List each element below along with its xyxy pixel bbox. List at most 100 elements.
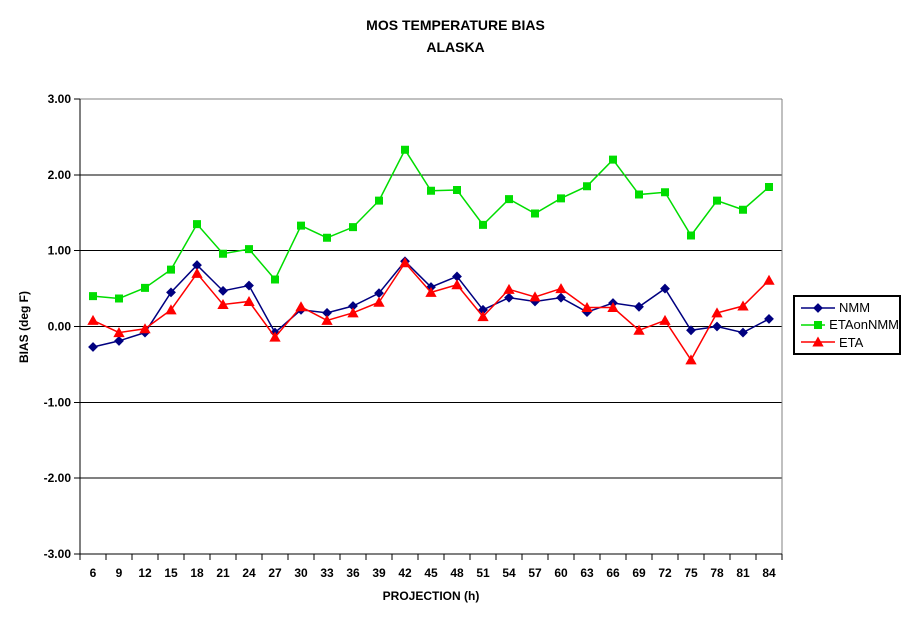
- legend-item-ETA: ETA: [801, 335, 899, 350]
- series-marker-ETA: [243, 295, 255, 306]
- series-marker-ETAonNMM: [765, 182, 773, 191]
- x-tick-label: 21: [216, 566, 230, 580]
- x-tick-label: 60: [554, 566, 568, 580]
- series-marker-NMM: [634, 301, 644, 312]
- y-axis-title: BIAS (deg F): [17, 291, 31, 363]
- legend-swatch-ETAonNMM: [801, 320, 826, 329]
- series-marker-ETA: [477, 311, 489, 322]
- series-marker-ETAonNMM: [609, 155, 617, 164]
- series-marker-ETAonNMM: [167, 265, 175, 274]
- y-tick-label: 3.00: [48, 92, 72, 106]
- series-marker-ETA: [685, 354, 697, 365]
- chart-title: MOS TEMPERATURE BIAS ALASKA: [0, 14, 911, 58]
- series-marker-ETAonNMM: [427, 186, 435, 195]
- series-marker-ETAonNMM: [479, 220, 487, 229]
- series-marker-ETAonNMM: [583, 182, 591, 191]
- series-marker-ETA: [295, 301, 307, 312]
- series-marker-ETA: [659, 314, 671, 325]
- series-marker-ETA: [503, 283, 515, 294]
- chart-title-line1: MOS TEMPERATURE BIAS: [366, 17, 545, 33]
- x-tick-label: 66: [606, 566, 620, 580]
- series-marker-NMM: [660, 283, 670, 294]
- x-tick-label: 84: [762, 566, 776, 580]
- y-tick-label: -3.00: [44, 547, 72, 561]
- series-marker-ETAonNMM: [661, 188, 669, 197]
- x-tick-label: 78: [710, 566, 724, 580]
- series-marker-ETA: [373, 296, 385, 307]
- x-tick-label: 57: [528, 566, 542, 580]
- x-tick-label: 39: [372, 566, 386, 580]
- y-tick-label: -1.00: [44, 395, 72, 409]
- series-marker-ETAonNMM: [687, 231, 695, 240]
- series-marker-ETA: [451, 279, 463, 290]
- series-marker-ETA: [607, 302, 619, 313]
- series-marker-ETAonNMM: [89, 292, 97, 301]
- x-tick-label: 69: [632, 566, 646, 580]
- legend: NMM ETAonNMM ETA: [793, 295, 901, 355]
- x-tick-label: 48: [450, 566, 464, 580]
- series-marker-ETA: [139, 323, 151, 334]
- x-tick-label: 75: [684, 566, 698, 580]
- series-marker-ETA: [555, 283, 567, 294]
- series-marker-ETA: [633, 324, 645, 335]
- series-marker-ETAonNMM: [713, 196, 721, 205]
- legend-swatch-NMM: [801, 302, 835, 313]
- legend-item-NMM: NMM: [801, 300, 899, 315]
- series-marker-NMM: [218, 285, 228, 296]
- series-marker-NMM: [764, 314, 774, 324]
- legend-label-ETA: ETA: [839, 334, 864, 350]
- series-marker-NMM: [114, 336, 124, 346]
- series-marker-ETAonNMM: [297, 221, 305, 230]
- series-marker-NMM: [712, 321, 722, 332]
- series-marker-NMM: [738, 327, 748, 338]
- series-marker-ETAonNMM: [375, 196, 383, 205]
- x-tick-label: 27: [268, 566, 282, 580]
- series-marker-ETAonNMM: [401, 145, 409, 154]
- series-marker-ETA: [399, 257, 411, 268]
- y-tick-label: 2.00: [48, 168, 72, 182]
- series-marker-ETA: [87, 314, 99, 325]
- series-marker-ETAonNMM: [453, 186, 461, 194]
- series-marker-NMM: [504, 292, 514, 303]
- y-tick-label: 1.00: [48, 244, 72, 258]
- x-tick-label: 6: [90, 566, 97, 580]
- legend-label-ETAonNMM: ETAonNMM: [829, 317, 899, 333]
- series-marker-NMM: [556, 292, 566, 303]
- series-marker-ETA: [165, 304, 177, 315]
- series-marker-ETAonNMM: [349, 223, 357, 232]
- y-tick-label: 0.00: [48, 320, 72, 334]
- y-tick-label: -2.00: [44, 471, 72, 485]
- series-marker-ETA: [425, 286, 437, 297]
- series-marker-NMM: [244, 280, 254, 291]
- chart-title-line2: ALASKA: [426, 39, 485, 55]
- series-marker-ETA: [113, 327, 125, 338]
- series-marker-NMM: [88, 342, 98, 352]
- series-marker-ETA: [529, 291, 541, 302]
- series-marker-ETA: [763, 274, 775, 285]
- series-marker-ETAonNMM: [115, 294, 123, 303]
- x-tick-label: 9: [116, 566, 123, 580]
- series-marker-ETAonNMM: [739, 205, 747, 214]
- series-marker-ETAonNMM: [219, 249, 227, 258]
- series-marker-ETAonNMM: [193, 220, 201, 229]
- triangle-marker-icon: [812, 336, 824, 347]
- legend-item-ETAonNMM: ETAonNMM: [801, 317, 899, 332]
- series-marker-ETAonNMM: [323, 233, 331, 242]
- x-tick-label: 33: [320, 566, 334, 580]
- x-tick-label: 63: [580, 566, 594, 580]
- series-marker-ETA: [737, 300, 749, 311]
- legend-swatch-ETA: [801, 336, 835, 347]
- series-marker-NMM: [686, 325, 696, 336]
- series-marker-ETA: [269, 331, 281, 342]
- series-marker-ETA: [217, 298, 229, 310]
- series-marker-ETA: [711, 307, 723, 318]
- series-marker-ETAonNMM: [635, 190, 643, 199]
- diamond-marker-icon: [813, 302, 823, 313]
- series-marker-ETAonNMM: [557, 194, 565, 203]
- square-marker-icon: [814, 320, 822, 329]
- series-marker-ETAonNMM: [141, 283, 149, 292]
- series-marker-ETAonNMM: [245, 245, 253, 254]
- x-tick-label: 54: [502, 566, 516, 580]
